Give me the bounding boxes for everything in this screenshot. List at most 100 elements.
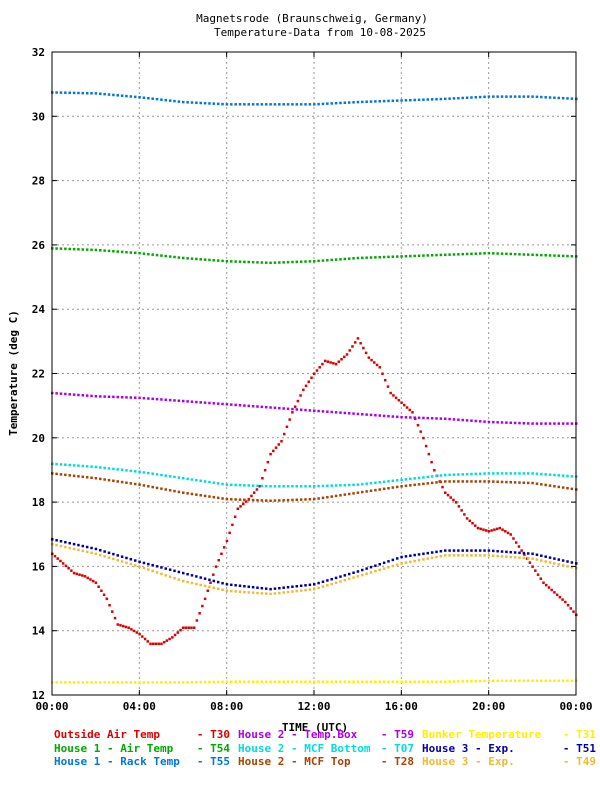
series-dot: [470, 679, 473, 683]
series-dot: [251, 680, 255, 683]
series-dot: [282, 591, 285, 594]
series-dot: [361, 680, 364, 683]
series-dot: [251, 591, 255, 594]
series-dot: [85, 476, 89, 479]
series-dot: [395, 557, 399, 560]
series-t55: [51, 91, 578, 106]
data-point: [160, 642, 163, 646]
series-dot: [273, 592, 277, 595]
series-dot: [155, 97, 159, 101]
series-dot: [278, 406, 281, 410]
series-dot: [99, 249, 102, 252]
series-dot: [278, 499, 281, 502]
series-dot: [162, 640, 166, 644]
series-dot: [536, 573, 540, 576]
series-dot: [540, 472, 543, 476]
series-dot: [362, 346, 365, 350]
x-tick-label: 04:00: [123, 700, 156, 713]
series-dot: [430, 481, 434, 485]
data-point: [389, 391, 392, 395]
series-dot: [112, 467, 115, 471]
series-dot: [208, 258, 211, 262]
series-dot: [330, 102, 333, 105]
series-dot: [544, 96, 547, 99]
series-dot: [120, 681, 124, 684]
series-t28: [51, 472, 578, 502]
series-dot: [247, 591, 250, 594]
series-dot: [184, 626, 188, 629]
series-dot: [321, 680, 325, 683]
series-dot: [72, 542, 76, 546]
series-dot: [168, 568, 172, 571]
series-dot: [256, 405, 259, 408]
data-point: [531, 557, 534, 560]
series-dot: [557, 422, 561, 425]
series-dot: [230, 260, 233, 263]
series-dot: [273, 499, 277, 502]
series-dot: [513, 95, 517, 98]
series-dot: [147, 471, 150, 475]
legend-entry-t54: House 1 - Air Temp - T54: [54, 742, 230, 755]
series-dot: [55, 472, 58, 476]
series-dot: [168, 637, 171, 641]
series-dot: [369, 100, 373, 103]
series-dot: [120, 250, 124, 254]
series-dot: [392, 394, 395, 397]
series-dot: [151, 563, 154, 567]
legend-code: - T31: [563, 728, 596, 741]
series-dot: [239, 505, 242, 508]
series-dot: [369, 481, 373, 485]
series-dot: [291, 260, 294, 264]
series-t54: [51, 247, 578, 265]
series-dot: [435, 474, 438, 478]
series-dot: [365, 256, 368, 259]
data-point: [487, 472, 491, 475]
series-dot: [321, 259, 325, 262]
series-dot: [561, 679, 565, 683]
series-dot: [449, 496, 452, 499]
series-dot: [395, 485, 399, 489]
series-dot: [77, 475, 80, 478]
series-dot: [471, 521, 474, 525]
series-dot: [85, 545, 89, 549]
series-dot: [409, 680, 412, 683]
series-dot: [59, 540, 63, 543]
series-dot: [230, 483, 233, 487]
legend-code: - T07: [381, 742, 414, 755]
series-dot: [234, 103, 237, 106]
series-dot: [509, 481, 512, 484]
series-dot: [186, 257, 189, 260]
series-dot: [566, 422, 569, 425]
series-dot: [557, 679, 561, 683]
data-point: [225, 259, 229, 263]
series-dot: [308, 485, 312, 488]
series-dot: [81, 544, 85, 548]
data-point: [531, 552, 534, 556]
series-dot: [470, 554, 473, 557]
series-dot: [461, 252, 464, 256]
series-dot: [90, 546, 93, 550]
series-dot: [509, 252, 512, 256]
series-dot: [147, 397, 150, 400]
data-point: [400, 555, 403, 559]
series-dot: [108, 603, 111, 607]
series-dot: [282, 103, 285, 106]
data-point: [182, 491, 185, 494]
grid-lines: [52, 52, 576, 695]
series-dot: [99, 92, 102, 96]
series-dot: [461, 96, 464, 100]
series-dot: [452, 473, 456, 476]
series-dot: [334, 484, 338, 487]
series-dot: [405, 406, 409, 409]
series-dot: [251, 404, 255, 408]
series-dot: [535, 558, 539, 561]
data-point: [94, 248, 98, 252]
series-dot: [417, 558, 421, 562]
series-dot: [177, 256, 181, 259]
series-dot: [256, 586, 259, 589]
series-dot: [461, 473, 464, 476]
series-dot: [321, 102, 325, 106]
series-dot: [378, 414, 381, 417]
series-dot: [304, 498, 307, 501]
series-dot: [395, 415, 399, 419]
